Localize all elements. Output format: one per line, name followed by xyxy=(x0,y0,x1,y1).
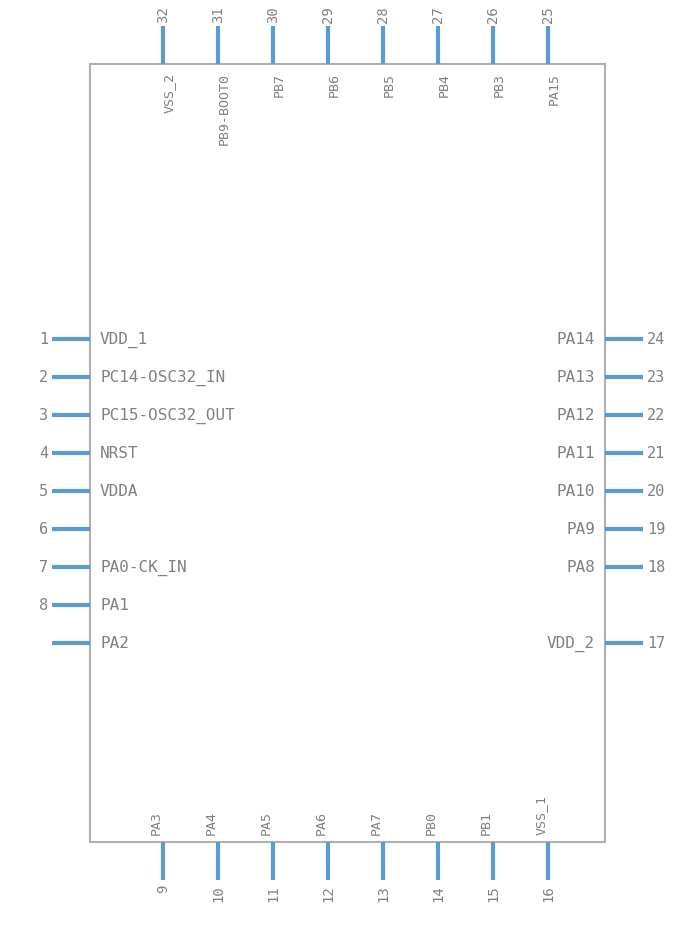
Text: 10: 10 xyxy=(211,884,225,901)
Text: PA8: PA8 xyxy=(566,560,595,575)
Text: VSS_2: VSS_2 xyxy=(163,73,176,113)
Text: 2: 2 xyxy=(39,370,48,385)
Text: 15: 15 xyxy=(486,884,500,901)
Text: PB6: PB6 xyxy=(328,73,341,97)
Text: PA9: PA9 xyxy=(566,522,595,537)
Text: PC15-OSC32_OUT: PC15-OSC32_OUT xyxy=(100,408,235,424)
Text: 20: 20 xyxy=(647,484,665,499)
Text: 5: 5 xyxy=(39,484,48,499)
Text: PB5: PB5 xyxy=(383,73,396,97)
Text: 13: 13 xyxy=(376,884,390,901)
Text: 29: 29 xyxy=(321,6,335,23)
Text: 31: 31 xyxy=(211,6,225,23)
Text: VDDA: VDDA xyxy=(100,484,138,499)
Text: PB7: PB7 xyxy=(273,73,286,97)
Bar xyxy=(90,65,605,842)
Text: PA5: PA5 xyxy=(260,810,273,834)
Text: 16: 16 xyxy=(541,884,555,901)
Text: 27: 27 xyxy=(431,6,445,23)
Text: 28: 28 xyxy=(376,6,390,23)
Text: PA4: PA4 xyxy=(205,810,218,834)
Text: 14: 14 xyxy=(431,884,445,901)
Text: PA1: PA1 xyxy=(100,598,129,613)
Text: PC14-OSC32_IN: PC14-OSC32_IN xyxy=(100,370,225,386)
Text: 26: 26 xyxy=(486,6,500,23)
Text: 11: 11 xyxy=(266,884,280,901)
Text: 32: 32 xyxy=(156,6,170,23)
Text: PA3: PA3 xyxy=(150,810,163,834)
Text: PB9-BOOT0: PB9-BOOT0 xyxy=(218,73,231,145)
Text: PB4: PB4 xyxy=(438,73,451,97)
Text: 22: 22 xyxy=(647,408,665,423)
Text: 7: 7 xyxy=(39,560,48,575)
Text: 1: 1 xyxy=(39,332,48,347)
Text: PA15: PA15 xyxy=(548,73,561,105)
Text: 23: 23 xyxy=(647,370,665,385)
Text: PA7: PA7 xyxy=(370,810,383,834)
Text: PB1: PB1 xyxy=(480,810,493,834)
Text: 12: 12 xyxy=(321,884,335,901)
Text: 3: 3 xyxy=(39,408,48,423)
Text: 4: 4 xyxy=(39,446,48,461)
Text: PA0-CK_IN: PA0-CK_IN xyxy=(100,559,186,576)
Text: PA10: PA10 xyxy=(557,484,595,499)
Text: PA2: PA2 xyxy=(100,636,129,651)
Text: VSS_1: VSS_1 xyxy=(535,794,548,834)
Text: PA12: PA12 xyxy=(557,408,595,423)
Text: 9: 9 xyxy=(156,884,170,893)
Text: 21: 21 xyxy=(647,446,665,461)
Text: VDD_1: VDD_1 xyxy=(100,332,148,348)
Text: PA14: PA14 xyxy=(557,332,595,347)
Text: PB3: PB3 xyxy=(493,73,506,97)
Text: VDD_2: VDD_2 xyxy=(547,635,595,652)
Text: PB0: PB0 xyxy=(425,810,438,834)
Text: 30: 30 xyxy=(266,6,280,23)
Text: 19: 19 xyxy=(647,522,665,537)
Text: NRST: NRST xyxy=(100,446,138,461)
Text: PA6: PA6 xyxy=(315,810,328,834)
Text: PA11: PA11 xyxy=(557,446,595,461)
Text: 18: 18 xyxy=(647,560,665,575)
Text: 24: 24 xyxy=(647,332,665,347)
Text: 8: 8 xyxy=(39,598,48,613)
Text: PA13: PA13 xyxy=(557,370,595,385)
Text: 25: 25 xyxy=(541,6,555,23)
Text: 17: 17 xyxy=(647,636,665,651)
Text: 6: 6 xyxy=(39,522,48,537)
